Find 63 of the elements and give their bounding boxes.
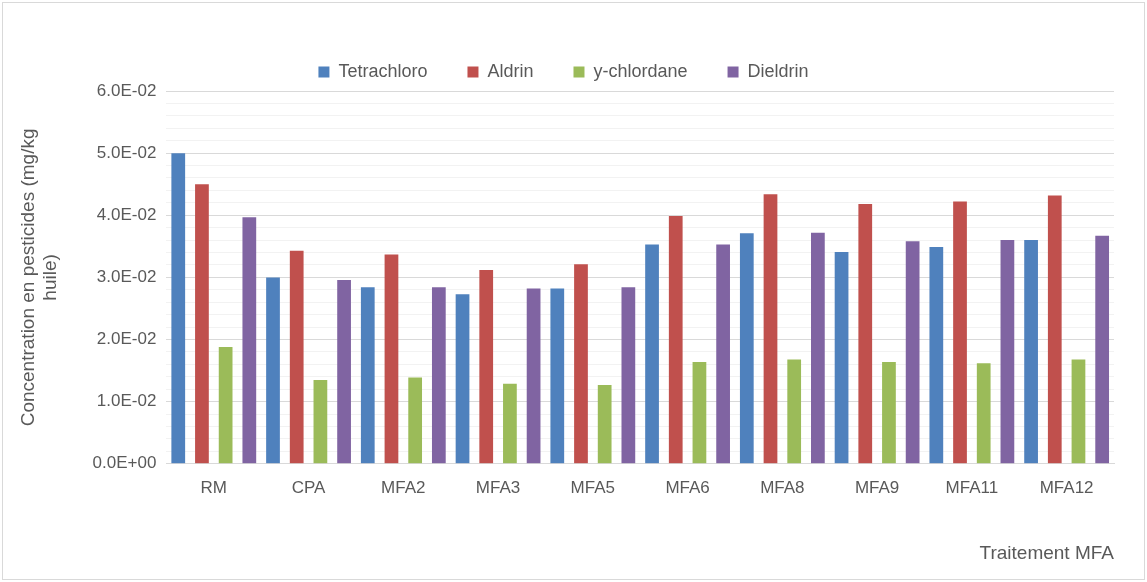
bar: [976, 363, 991, 464]
x-tick-label: MFA3: [475, 477, 521, 497]
bar: [431, 287, 446, 464]
bar: [1024, 240, 1038, 464]
bar: [621, 287, 636, 464]
bar: [692, 361, 707, 464]
bar: [1047, 195, 1062, 464]
y-tick-label: 6.0E-02: [96, 80, 157, 100]
bar: [929, 246, 944, 464]
y-tick-label: 2.0E-02: [96, 329, 157, 349]
x-tick-label: MFA11: [945, 477, 999, 497]
x-tick-label: MFA2: [381, 477, 426, 497]
bar: [503, 383, 517, 464]
bar: [787, 359, 802, 464]
bar: [1071, 359, 1086, 464]
legend-label: Tetrachloro: [338, 60, 428, 81]
x-tick-label: MFA6: [665, 477, 710, 497]
bar: [266, 277, 280, 464]
bar: [242, 217, 257, 464]
bar: [953, 201, 967, 464]
bar: [479, 269, 494, 464]
bar: [763, 194, 778, 464]
bar: [905, 241, 920, 464]
y-tick-label: 1.0E-02: [96, 391, 157, 411]
y-tick-label: 0.0E+00: [92, 453, 157, 473]
bar: [313, 379, 328, 464]
x-axis-title: Traitement MFA: [979, 541, 1115, 563]
bar: [195, 184, 209, 464]
bar: [645, 244, 659, 464]
bar: [289, 250, 304, 464]
legend-label: Aldrin: [487, 60, 534, 81]
bar: [668, 215, 683, 464]
legend-label: y-chlordane: [593, 60, 688, 81]
bar: [858, 204, 873, 464]
bar: [455, 294, 470, 464]
legend-label: Dieldrin: [747, 60, 809, 81]
bar: [1095, 235, 1110, 464]
x-tick-label: MFA12: [1039, 477, 1094, 497]
bar: [218, 346, 233, 464]
bar: [574, 264, 588, 464]
bar: [550, 288, 565, 464]
y-tick-label: 4.0E-02: [96, 204, 157, 224]
y-axis-title: Concentration en pesticides (mg/kg huile): [16, 128, 61, 427]
bar: [1000, 240, 1015, 464]
x-tick-label: CPA: [291, 477, 327, 497]
bar: [171, 153, 186, 464]
bar: [834, 251, 849, 464]
bar: [739, 233, 754, 464]
y-tick-label: 5.0E-02: [96, 142, 157, 162]
bar: [408, 377, 423, 464]
bar: [360, 287, 375, 464]
x-tick-label: MFA5: [570, 477, 616, 497]
bar: [526, 288, 541, 464]
x-tick-label: MFA8: [760, 477, 805, 497]
bar: [384, 254, 399, 464]
bar: [811, 232, 825, 464]
bar: [597, 384, 612, 464]
bar: [337, 279, 351, 464]
bar: [882, 361, 896, 464]
y-tick-label: 3.0E-02: [96, 267, 157, 287]
x-tick-label: RM: [200, 477, 228, 497]
bar: [716, 244, 730, 464]
x-tick-label: MFA9: [854, 477, 900, 497]
